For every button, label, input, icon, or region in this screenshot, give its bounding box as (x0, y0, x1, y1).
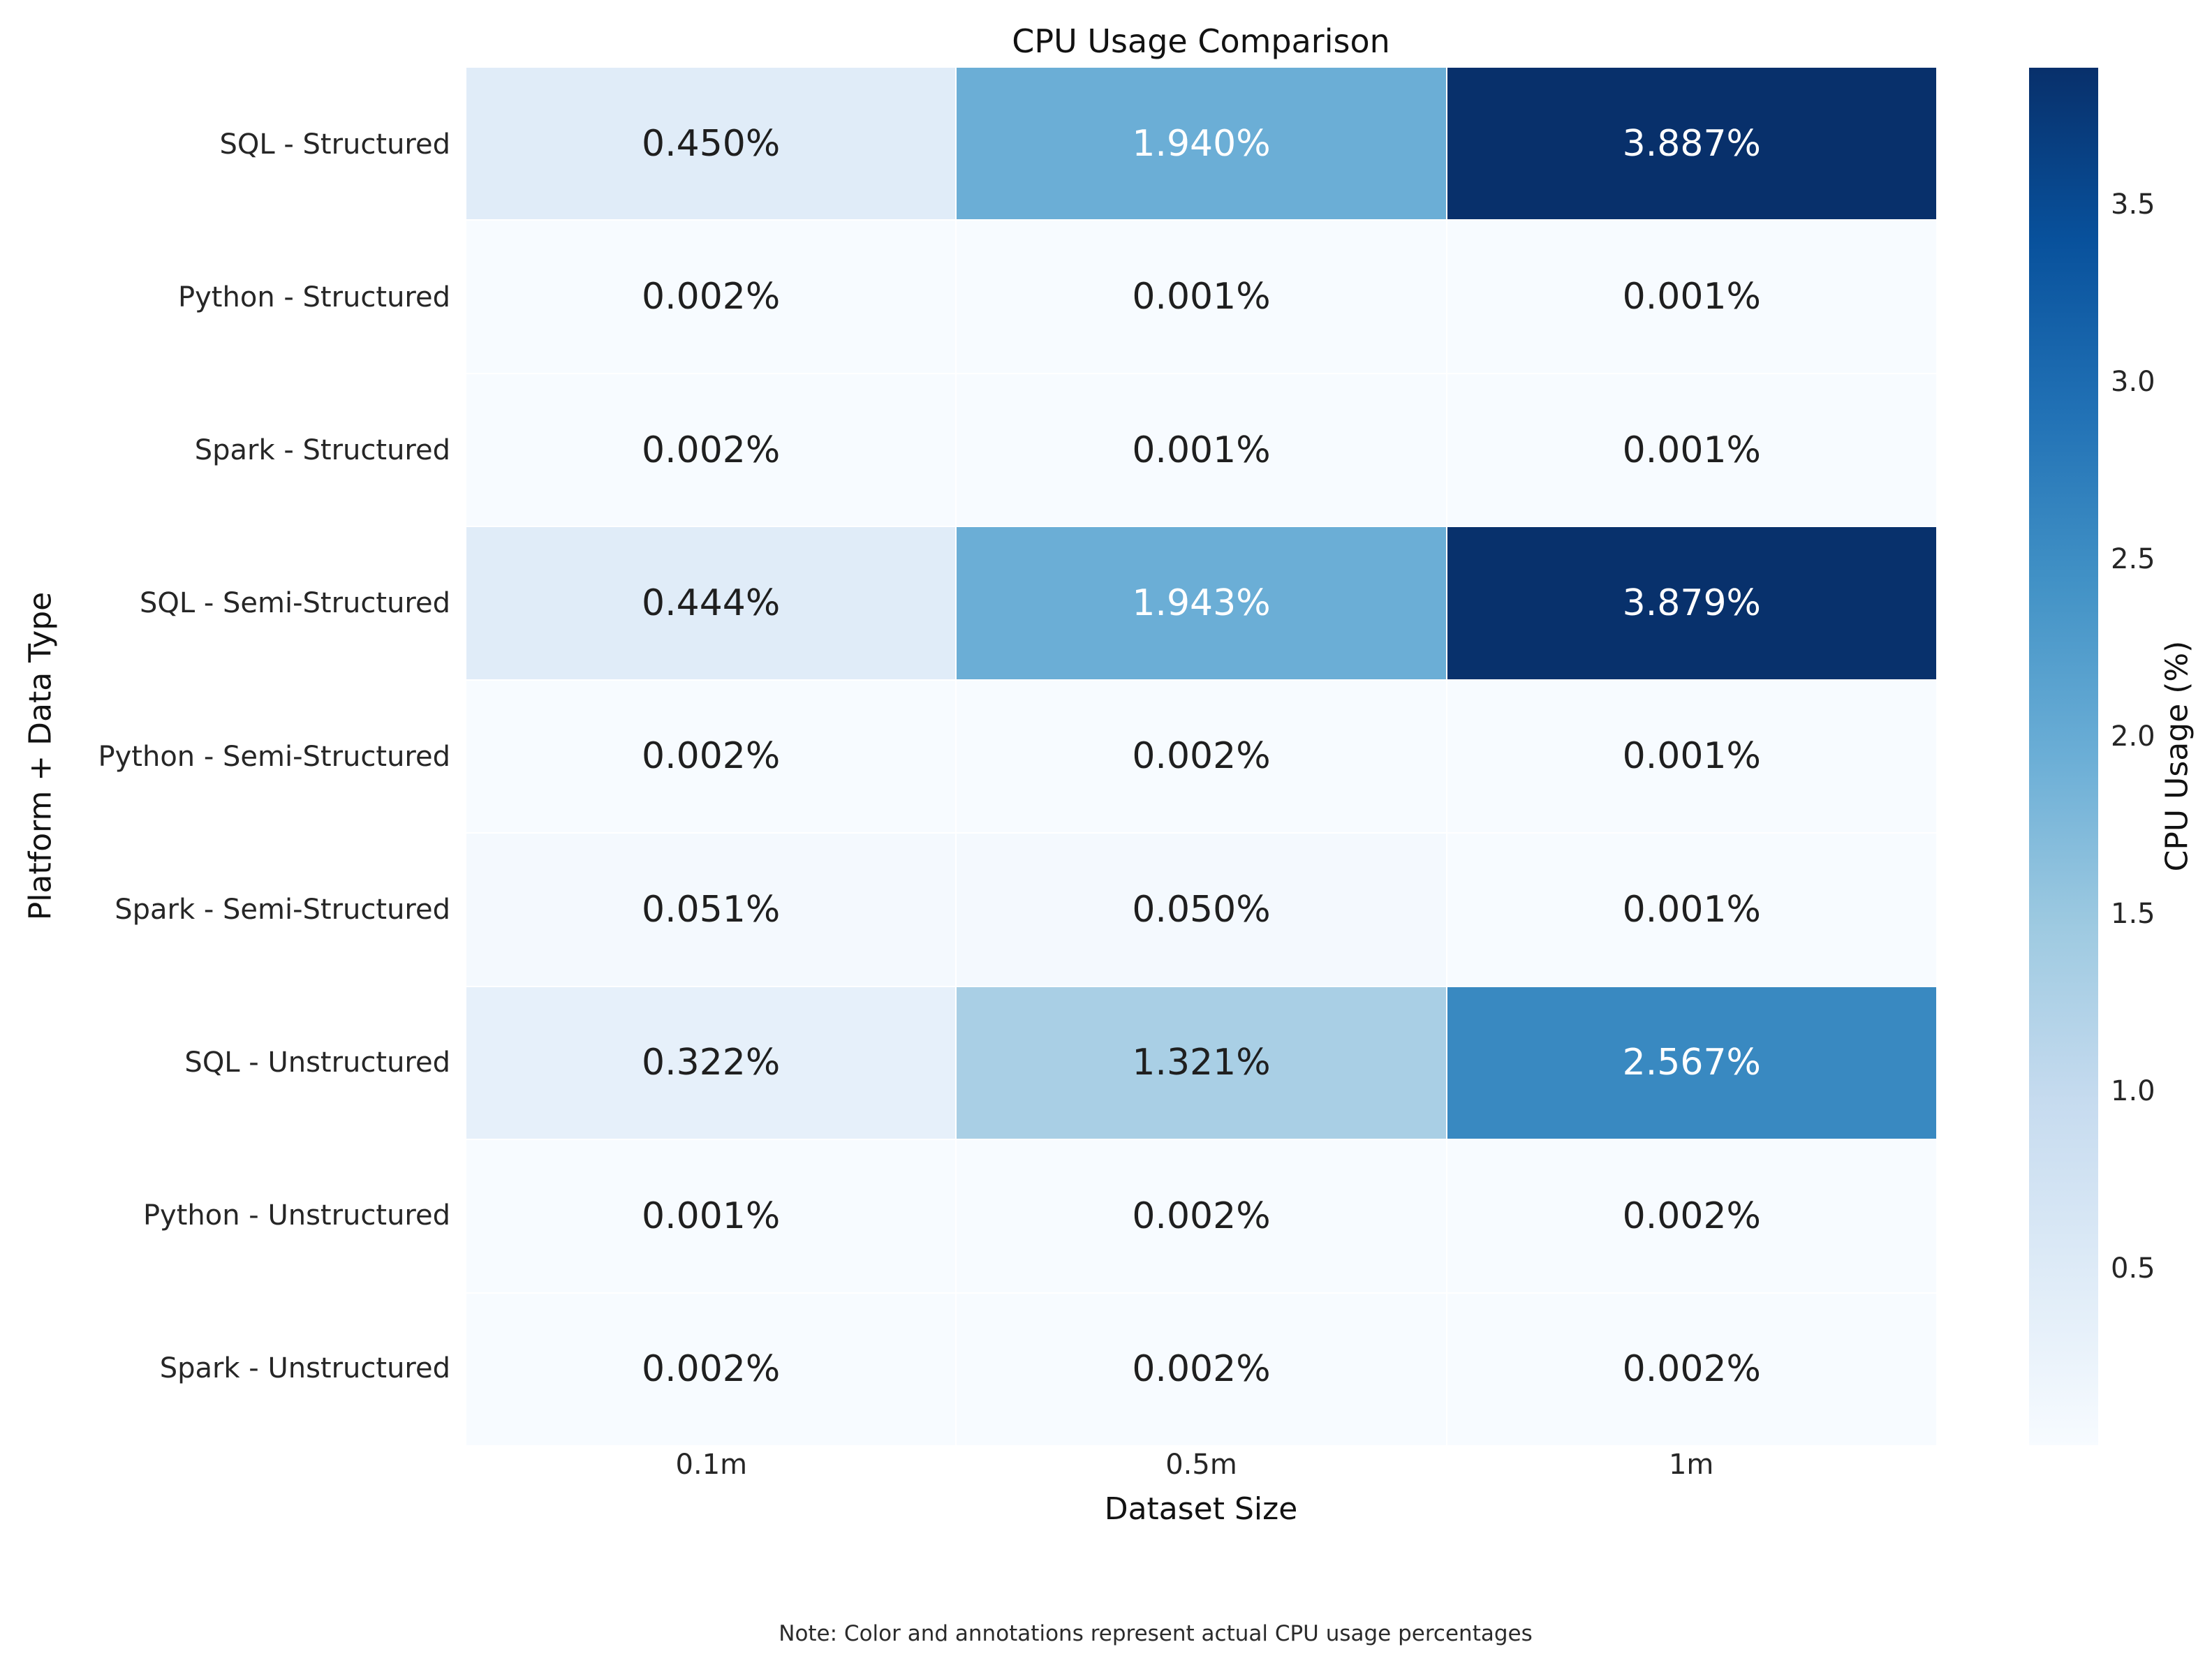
heatmap-grid: 0.450% 1.940% 3.887% 0.002% 0.001% 0.001% 0.00… (466, 68, 1936, 1445)
heatmap-cell: 0.322% (466, 986, 956, 1139)
colorbar-tick-label: 3.0 (2111, 366, 2155, 399)
heatmap-cell: 0.444% (466, 527, 956, 679)
heatmap-cell: 0.002% (957, 1293, 1446, 1445)
heatmap-cell: 0.001% (957, 221, 1446, 373)
y-tick-label: Spark - Unstructured (159, 1352, 450, 1385)
y-tick-label: SQL - Structured (219, 128, 451, 161)
y-tick-label: Python - Structured (178, 281, 450, 313)
heatmap-cell: 0.001% (466, 1140, 956, 1292)
y-axis-label: Platform + Data Type (22, 591, 59, 921)
y-tick-label: SQL - Semi-Structured (140, 587, 450, 620)
y-tick-label: Python - Unstructured (142, 1199, 450, 1232)
x-axis-label: Dataset Size (1104, 1491, 1298, 1527)
heatmap-cell: 0.001% (1447, 221, 1936, 373)
colorbar-tick-label: 2.5 (2111, 543, 2155, 576)
colorbar-tick-label: 2.0 (2111, 720, 2155, 753)
heatmap-cell: 0.051% (466, 834, 956, 986)
colorbar-tick-label: 0.5 (2111, 1252, 2155, 1285)
y-tick-label: SQL - Unstructured (184, 1046, 450, 1079)
y-tick-label: Spark - Semi-Structured (115, 893, 450, 926)
chart-title: CPU Usage Comparison (1012, 22, 1390, 60)
y-tick-label: Python - Semi-Structured (98, 740, 451, 773)
heatmap-cell: 0.002% (466, 680, 956, 833)
heatmap-cell: 0.002% (1447, 1140, 1936, 1292)
colorbar-tick-label: 3.5 (2111, 189, 2155, 221)
x-tick-label: 1m (1668, 1449, 1714, 1481)
heatmap-cell: 0.002% (466, 374, 956, 526)
heatmap-cell: 0.050% (957, 834, 1446, 986)
heatmap-cell: 0.001% (1447, 834, 1936, 986)
heatmap-cell: 0.002% (1447, 1293, 1936, 1445)
y-tick-label: Spark - Structured (194, 434, 450, 467)
heatmap-cell: 2.567% (1447, 986, 1936, 1139)
heatmap-cell: 1.321% (957, 986, 1446, 1139)
colorbar-tick-label: 1.5 (2111, 897, 2155, 930)
heatmap-cell: 0.001% (1447, 680, 1936, 833)
heatmap-cell: 0.001% (1447, 374, 1936, 526)
colorbar-tick-label: 1.0 (2111, 1074, 2155, 1107)
heatmap-cell: 0.002% (957, 1140, 1446, 1292)
heatmap-cell: 0.002% (466, 221, 956, 373)
heatmap-cell: 0.002% (466, 1293, 956, 1445)
x-tick-label: 0.1m (675, 1449, 748, 1481)
heatmap-cell: 0.450% (466, 68, 956, 220)
colorbar-label: CPU Usage (%) (2159, 640, 2195, 872)
x-tick-label: 0.5m (1165, 1449, 1237, 1481)
heatmap-cell: 3.879% (1447, 527, 1936, 679)
footnote: Note: Color and annotations represent ac… (779, 1621, 1533, 1646)
heatmap-cell: 1.943% (957, 527, 1446, 679)
heatmap-cell: 3.887% (1447, 68, 1936, 220)
heatmap-cell: 0.002% (957, 680, 1446, 833)
colorbar-gradient (2029, 68, 2098, 1445)
heatmap-cell: 0.001% (957, 374, 1446, 526)
heatmap-cell: 1.940% (957, 68, 1446, 220)
